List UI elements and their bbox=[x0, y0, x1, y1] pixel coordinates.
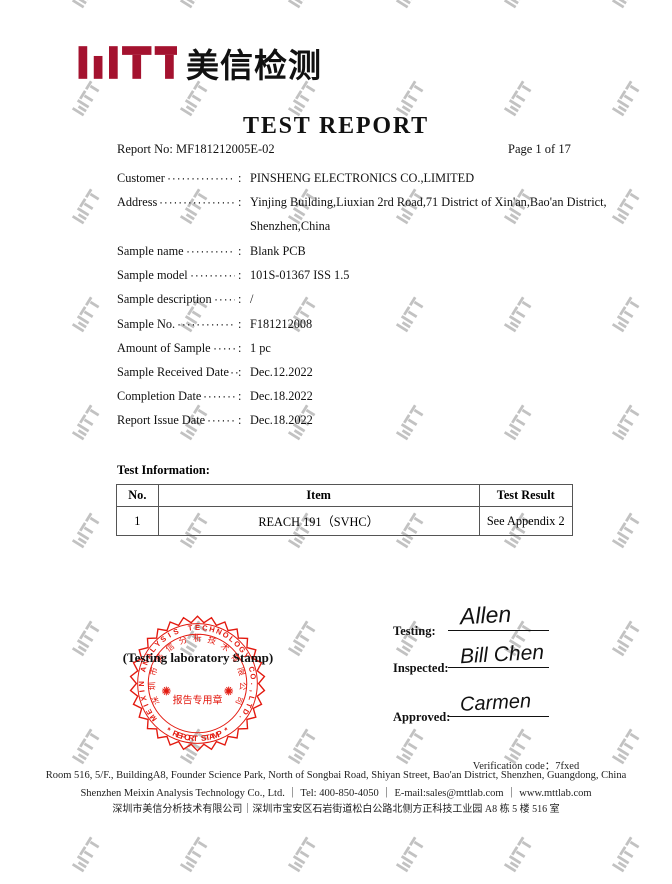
svg-text:.: . bbox=[237, 714, 245, 721]
svg-text:I: I bbox=[166, 631, 172, 640]
svg-text:N: N bbox=[137, 681, 146, 686]
svg-text:.: . bbox=[249, 683, 258, 685]
svg-text:T: T bbox=[193, 734, 198, 743]
svg-text:T: T bbox=[187, 623, 193, 633]
svg-text:*: * bbox=[165, 726, 173, 736]
svg-text:圳: 圳 bbox=[147, 682, 157, 691]
svg-text:公: 公 bbox=[238, 682, 249, 692]
svg-text:市: 市 bbox=[148, 666, 160, 677]
svg-text:O: O bbox=[248, 673, 258, 680]
svg-text:技: 技 bbox=[207, 634, 219, 646]
svg-text:报告专用章: 报告专用章 bbox=[173, 693, 223, 706]
svg-text:C: C bbox=[202, 623, 209, 633]
svg-text:I: I bbox=[141, 703, 150, 708]
svg-text:L: L bbox=[246, 695, 256, 702]
svg-text:D: D bbox=[240, 707, 251, 717]
svg-text:*: * bbox=[223, 725, 231, 735]
svg-text:析: 析 bbox=[193, 633, 202, 643]
svg-text:,: , bbox=[248, 690, 257, 693]
svg-text:S: S bbox=[172, 627, 180, 637]
svg-text:E: E bbox=[195, 623, 200, 632]
svg-text:I: I bbox=[137, 690, 146, 693]
svg-text:X: X bbox=[139, 695, 149, 702]
svg-text:C: C bbox=[247, 666, 257, 674]
svg-text:深: 深 bbox=[149, 695, 161, 707]
svg-text:司: 司 bbox=[234, 695, 246, 707]
svg-text:H: H bbox=[208, 624, 216, 634]
